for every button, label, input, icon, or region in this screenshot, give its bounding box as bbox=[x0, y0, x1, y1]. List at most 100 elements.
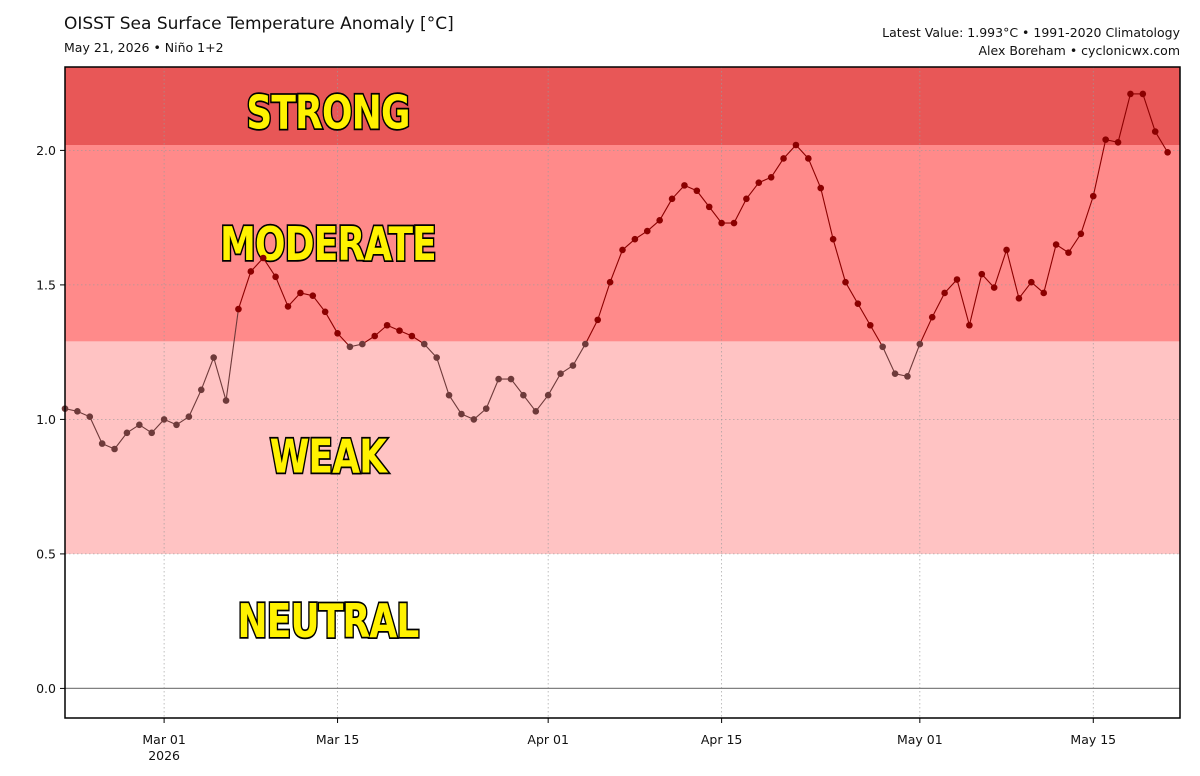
data-point bbox=[458, 410, 465, 418]
series-segment bbox=[213, 357, 227, 401]
data-point bbox=[173, 421, 180, 429]
data-point bbox=[520, 391, 527, 399]
data-point bbox=[470, 416, 478, 423]
data-point bbox=[941, 289, 948, 297]
data-point bbox=[656, 217, 663, 224]
series-segment bbox=[1092, 139, 1107, 197]
series-segment bbox=[572, 343, 586, 366]
data-point bbox=[247, 268, 255, 275]
series-segment bbox=[89, 416, 103, 444]
data-point bbox=[805, 155, 812, 162]
data-point bbox=[259, 254, 267, 262]
series-segment bbox=[114, 432, 128, 450]
data-point bbox=[928, 313, 936, 321]
series-segment bbox=[733, 198, 747, 224]
data-point bbox=[160, 416, 168, 423]
series-segment bbox=[696, 190, 710, 208]
x-tick-sublabel: 2026 bbox=[148, 748, 180, 763]
data-point bbox=[730, 219, 738, 227]
series-segment bbox=[200, 357, 215, 391]
x-tick-label: Apr 01 bbox=[527, 732, 569, 747]
data-point bbox=[594, 316, 602, 324]
series-segment bbox=[510, 378, 524, 396]
data-point bbox=[953, 276, 961, 283]
series-segment bbox=[275, 276, 289, 307]
y-tick-label: 1.5 bbox=[36, 277, 56, 292]
data-point bbox=[1003, 246, 1010, 254]
data-point bbox=[86, 413, 94, 421]
series-segment bbox=[1080, 195, 1094, 234]
data-point bbox=[123, 429, 131, 437]
data-point bbox=[272, 273, 279, 281]
data-point bbox=[631, 235, 639, 243]
chart-title: OISST Sea Surface Temperature Anomaly [°… bbox=[64, 14, 454, 34]
chart-subtitle: May 21, 2026 • Niño 1+2 bbox=[64, 40, 224, 55]
data-point bbox=[966, 321, 973, 329]
data-point bbox=[1151, 128, 1159, 135]
y-tick-label: 2.0 bbox=[36, 143, 56, 158]
series-segment bbox=[584, 319, 599, 345]
x-tick-label: Mar 15 bbox=[316, 732, 359, 747]
data-point bbox=[297, 289, 304, 297]
data-point bbox=[210, 354, 217, 361]
series-segment bbox=[919, 316, 933, 345]
data-point bbox=[643, 227, 651, 235]
data-point bbox=[582, 340, 589, 348]
data-point bbox=[1040, 289, 1048, 297]
series-segment bbox=[1043, 244, 1057, 294]
data-point bbox=[891, 370, 899, 377]
latest-value-text: Latest Value: 1.993°C • 1991-2020 Climat… bbox=[882, 25, 1180, 40]
series-segment bbox=[1006, 249, 1020, 299]
data-point bbox=[1028, 278, 1035, 286]
data-point bbox=[718, 219, 725, 227]
data-point bbox=[1114, 139, 1122, 146]
band-moderate bbox=[65, 145, 1180, 342]
series-segment bbox=[869, 324, 884, 348]
series-segment bbox=[597, 282, 611, 321]
data-point bbox=[1015, 295, 1023, 302]
data-point bbox=[1089, 192, 1097, 200]
series-segment bbox=[745, 182, 760, 200]
data-point bbox=[334, 330, 341, 337]
series-segment bbox=[956, 279, 970, 326]
x-tick-label: Apr 15 bbox=[701, 732, 743, 747]
data-point bbox=[681, 182, 688, 189]
data-point bbox=[767, 173, 775, 181]
y-tick-label: 1.0 bbox=[36, 412, 56, 427]
data-point bbox=[532, 408, 540, 415]
series-segment bbox=[993, 249, 1008, 288]
data-point bbox=[1164, 148, 1171, 156]
data-point bbox=[495, 375, 502, 383]
y-axis: 0.0 0.5 1.0 1.5 2.0 bbox=[36, 143, 65, 696]
y-tick-label: 0.5 bbox=[36, 546, 56, 561]
series-segment bbox=[968, 274, 983, 326]
data-point bbox=[507, 375, 515, 383]
data-point bbox=[743, 195, 750, 203]
data-point bbox=[842, 278, 849, 286]
data-point bbox=[1052, 241, 1060, 248]
band-label-moderate: MODERATE bbox=[220, 218, 436, 272]
band-label-strong: STRONG bbox=[246, 86, 409, 140]
data-point bbox=[74, 408, 81, 415]
band-label-weak: WEAK bbox=[270, 430, 389, 484]
data-point bbox=[569, 362, 577, 369]
data-point bbox=[309, 292, 317, 299]
data-point bbox=[817, 184, 825, 192]
series-segment bbox=[807, 158, 822, 189]
data-point bbox=[780, 155, 787, 162]
data-point bbox=[420, 340, 428, 348]
data-point bbox=[829, 235, 837, 243]
data-point bbox=[619, 246, 626, 254]
series-segment bbox=[312, 295, 326, 313]
data-point bbox=[1139, 90, 1147, 98]
data-point bbox=[705, 203, 713, 211]
data-point bbox=[185, 413, 193, 421]
data-point bbox=[408, 332, 416, 340]
data-point bbox=[148, 429, 156, 437]
data-point bbox=[359, 340, 366, 348]
series-segment bbox=[931, 292, 946, 318]
series-segment bbox=[188, 389, 202, 417]
series-segment bbox=[237, 271, 252, 310]
series-segment bbox=[522, 394, 537, 412]
